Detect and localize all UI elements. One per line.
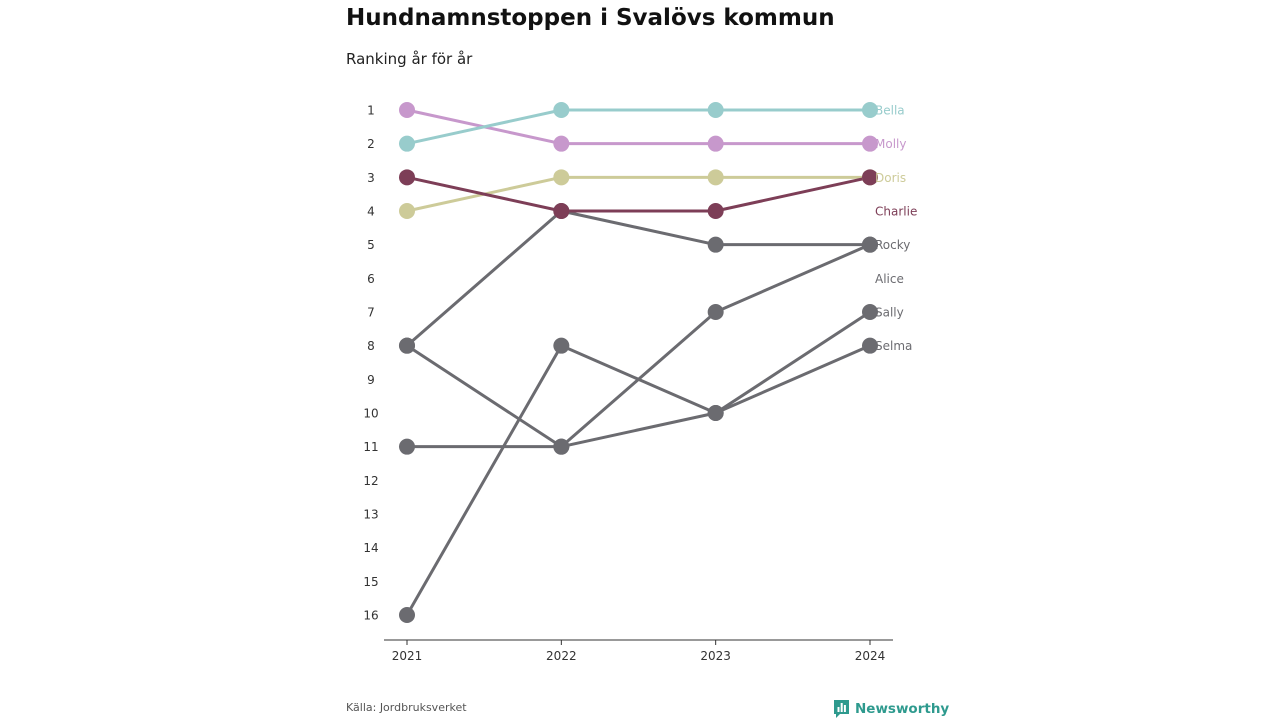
y-tick-label: 7	[367, 306, 375, 320]
data-point-molly	[399, 102, 415, 118]
data-point-bella	[862, 102, 878, 118]
series-line-charlie	[405, 175, 872, 213]
data-point-bella	[707, 102, 724, 118]
data-point-alice	[553, 438, 570, 455]
y-tick-label: 4	[367, 205, 375, 219]
chart-title: Hundnamnstoppen i Svalövs kommun	[346, 5, 835, 31]
series-line-rocky	[405, 209, 872, 348]
series-line-selma	[405, 344, 872, 449]
series-line-sally	[405, 310, 872, 617]
y-tick-label: 1	[367, 104, 375, 118]
data-point-sally	[862, 304, 878, 320]
series-label-charlie: Charlie	[875, 205, 917, 219]
series-line-bella	[405, 108, 872, 146]
series-label-selma: Selma	[875, 339, 912, 353]
y-tick-label: 2	[367, 137, 375, 151]
newsworthy-logo-icon	[834, 700, 849, 718]
y-tick-label: 10	[363, 407, 378, 421]
data-point-molly	[553, 135, 570, 152]
data-point-molly	[862, 135, 878, 152]
y-tick-label: 3	[367, 171, 375, 185]
x-tick-label: 2024	[855, 649, 886, 663]
series-label-molly: Molly	[875, 137, 906, 151]
source-note: Källa: Jordbruksverket	[346, 701, 467, 714]
data-point-sally	[399, 607, 415, 623]
y-tick-label: 8	[367, 339, 375, 353]
data-point-doris	[707, 169, 724, 186]
data-point-charlie	[399, 169, 415, 186]
series-label-bella: Bella	[875, 104, 905, 118]
series-line-doris	[405, 175, 872, 213]
y-tick-label: 11	[363, 440, 378, 454]
data-point-bella	[399, 135, 415, 152]
data-point-rocky	[862, 236, 878, 253]
data-point-alice	[707, 304, 724, 320]
data-point-selma	[707, 405, 724, 421]
y-tick-label: 9	[367, 373, 375, 387]
data-point-doris	[553, 169, 570, 186]
series-label-rocky: Rocky	[875, 238, 910, 252]
series-label-alice: Alice	[875, 272, 904, 286]
y-tick-label: 6	[367, 272, 375, 286]
data-point-rocky	[707, 236, 724, 253]
y-tick-label: 12	[363, 474, 378, 488]
data-point-charlie	[553, 203, 570, 219]
data-point-sally	[553, 337, 570, 354]
x-tick-label: 2021	[392, 649, 423, 663]
series-label-sally: Sally	[875, 306, 904, 320]
brand-name: Newsworthy	[855, 701, 950, 717]
data-point-bella	[553, 102, 570, 118]
series-line-alice	[405, 243, 872, 449]
data-point-doris	[399, 203, 415, 219]
data-point-charlie	[707, 203, 724, 219]
brand-logo[interactable]: Newsworthy	[833, 699, 949, 719]
series-label-doris: Doris	[875, 171, 906, 185]
data-point-selma	[862, 337, 878, 354]
y-tick-label: 13	[363, 508, 378, 522]
x-tick-label: 2023	[700, 649, 731, 663]
y-tick-label: 5	[367, 238, 375, 252]
y-tick-label: 14	[363, 541, 378, 555]
data-point-alice	[399, 438, 415, 455]
data-point-rocky	[399, 337, 415, 354]
y-tick-label: 15	[363, 575, 378, 589]
series-line-molly	[405, 108, 872, 146]
data-point-molly	[707, 135, 724, 152]
y-tick-label: 16	[363, 609, 378, 623]
chart-subtitle: Ranking år för år	[346, 50, 473, 68]
x-tick-label: 2022	[546, 649, 577, 663]
data-point-charlie	[862, 169, 878, 186]
